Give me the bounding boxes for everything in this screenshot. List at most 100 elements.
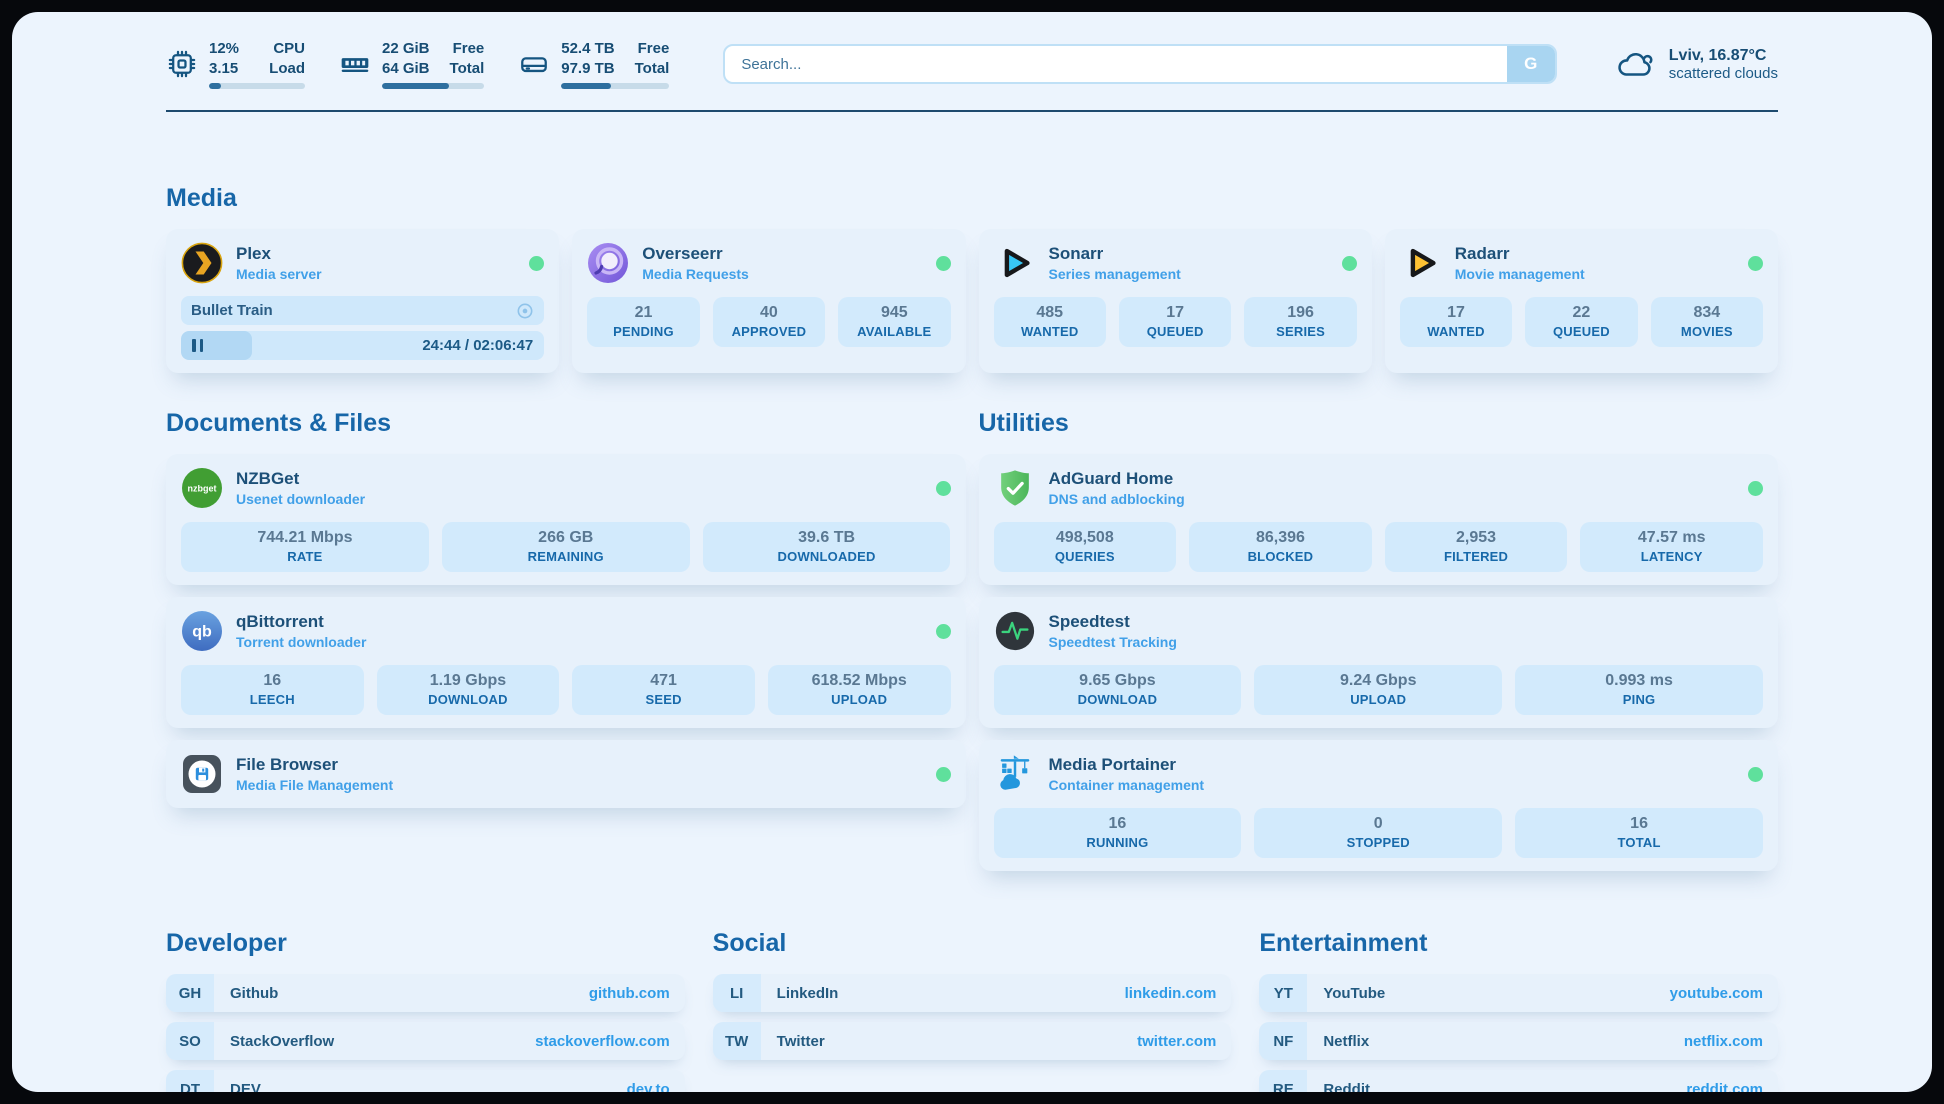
ram-free-value: 22 GiB xyxy=(382,40,430,57)
weather-widget: Lviv, 16.87°C scattered clouds xyxy=(1615,47,1778,82)
stat-label: WANTED xyxy=(1427,324,1485,339)
stat-chip: 21 PENDING xyxy=(587,297,700,347)
status-dot xyxy=(935,766,951,782)
service-card-qbittorrent[interactable]: qb qBittorrent Torrent downloader 16 LEE… xyxy=(166,597,966,728)
service-card-nzbget[interactable]: nzbget NZBGet Usenet downloader 744.21 M… xyxy=(166,454,966,585)
section-title-media: Media xyxy=(166,184,237,212)
cpu-percent-value: 12% xyxy=(209,40,240,57)
header-bar: 12% 3.15 CPU Load xyxy=(166,34,1778,94)
playback-progress-bar[interactable]: 24:44 / 02:06:47 xyxy=(181,331,545,360)
bookmark-twitter[interactable]: TW Twitter twitter.com xyxy=(712,1022,1232,1060)
stat-value: 618.52 Mbps xyxy=(811,672,907,689)
bookmark-url: reddit.com xyxy=(1686,1080,1763,1093)
bookmark-youtube[interactable]: YT YouTube youtube.com xyxy=(1259,974,1778,1012)
search-input[interactable] xyxy=(723,44,1557,84)
stat-label: QUEUED xyxy=(1146,324,1204,339)
system-stats: 12% 3.15 CPU Load xyxy=(166,39,670,89)
service-card-plex[interactable]: Plex Media server Bullet Train 24:44 / 0… xyxy=(166,229,560,373)
search-provider-button[interactable]: G xyxy=(1506,46,1555,82)
bookmark-stackoverflow[interactable]: SO StackOverflow stackoverflow.com xyxy=(166,1022,685,1060)
bookmark-github[interactable]: GH Github github.com xyxy=(166,974,685,1012)
stat-label: RUNNING xyxy=(1086,835,1149,850)
bookmark-group-entertainment: Entertainment YT YouTube youtube.com NF … xyxy=(1259,929,1778,1092)
cast-icon[interactable] xyxy=(516,302,534,320)
header-divider xyxy=(166,110,1778,112)
stat-value: 485 xyxy=(1036,304,1064,321)
stat-value: 2,953 xyxy=(1456,529,1497,546)
disk-stat-widget: 52.4 TB 97.9 TB Free Total xyxy=(518,39,670,89)
stat-chip: 86,396 BLOCKED xyxy=(1189,522,1372,572)
disk-free-label: Free xyxy=(637,40,670,57)
ram-icon xyxy=(341,58,369,72)
stat-label: SEED xyxy=(645,692,682,707)
service-card-radarr[interactable]: Radarr Movie management 17 WANTED 22 QUE… xyxy=(1384,229,1778,373)
bookmark-abbr: YT xyxy=(1259,974,1308,1012)
section-title-developer: Developer xyxy=(166,929,287,957)
stat-label: MOVIES xyxy=(1680,324,1733,339)
stat-chip: 40 APPROVED xyxy=(712,297,826,347)
stat-value: 834 xyxy=(1693,304,1721,321)
bookmark-abbr: LI xyxy=(712,974,761,1012)
cpu-load-label: Load xyxy=(269,59,305,77)
service-subtitle: DNS and adblocking xyxy=(1048,491,1185,507)
weather-location: Lviv, 16.87°C xyxy=(1668,46,1767,64)
section-title-utilities: Utilities xyxy=(978,409,1069,437)
bookmark-netflix[interactable]: NF Netflix netflix.com xyxy=(1259,1022,1778,1060)
stat-chip: 17 WANTED xyxy=(1399,297,1513,347)
ram-total-label: Total xyxy=(449,59,485,77)
stat-value: 471 xyxy=(650,672,677,689)
bookmark-url: youtube.com xyxy=(1669,984,1763,1002)
media-card-grid: Plex Media server Bullet Train 24:44 / 0… xyxy=(166,229,1778,373)
ram-total-value: 64 GiB xyxy=(382,59,430,77)
stat-label: APPROVED xyxy=(731,324,807,339)
cpu-progress-fill xyxy=(209,83,221,89)
stat-label: AVAILABLE xyxy=(857,324,932,339)
stat-value: 17 xyxy=(1447,304,1465,321)
cloud-icon xyxy=(1618,53,1653,76)
service-subtitle: Movie management xyxy=(1454,266,1585,282)
section-title-documents: Documents & Files xyxy=(166,409,392,437)
stat-label: TOTAL xyxy=(1617,835,1661,850)
stat-value: 16 xyxy=(263,672,282,689)
service-subtitle: Media File Management xyxy=(236,777,394,793)
bookmark-abbr: GH xyxy=(166,974,214,1012)
service-card-sonarr[interactable]: Sonarr Series management 485 WANTED 17 Q… xyxy=(978,229,1372,373)
service-name: File Browser xyxy=(236,755,339,774)
ram-progress-fill xyxy=(382,83,450,89)
stat-label: PING xyxy=(1622,692,1656,707)
stat-chip: 16 LEECH xyxy=(181,665,364,715)
stat-label: STOPPED xyxy=(1346,835,1410,850)
pause-icon[interactable] xyxy=(192,339,204,352)
status-dot xyxy=(935,623,951,639)
stat-label: SERIES xyxy=(1276,324,1325,339)
bookmark-reddit[interactable]: RE Reddit reddit.com xyxy=(1259,1070,1778,1092)
service-card-speedtest[interactable]: Speedtest Speedtest Tracking 9.65 Gbps D… xyxy=(978,597,1778,728)
cpu-icon xyxy=(168,50,196,78)
now-playing-widget: Bullet Train 24:44 / 02:06:47 xyxy=(181,296,545,360)
bookmark-abbr: TW xyxy=(712,1022,761,1060)
cpu-load-value: 3.15 xyxy=(209,59,239,77)
service-card-adguard[interactable]: AdGuard Home DNS and adblocking 498,508 … xyxy=(978,454,1778,585)
stat-label: REMAINING xyxy=(527,549,604,564)
service-card-portainer[interactable]: Media Portainer Container management 16 … xyxy=(978,740,1778,871)
service-subtitle: Torrent downloader xyxy=(236,634,367,650)
bookmark-name: DEV xyxy=(230,1080,261,1093)
stat-value: 1.19 Gbps xyxy=(429,672,507,689)
adguard-icon xyxy=(1000,470,1029,506)
stat-chip: 834 MOVIES xyxy=(1650,297,1764,347)
service-card-overseerr[interactable]: Overseerr Media Requests 21 PENDING 40 A… xyxy=(572,229,966,373)
status-dot xyxy=(1748,255,1763,271)
service-card-filebrowser[interactable]: File Browser Media File Management xyxy=(166,740,966,808)
bookmark-name: Twitter xyxy=(776,1032,825,1050)
bookmark-name: Github xyxy=(230,984,279,1002)
bookmark-linkedin[interactable]: LI LinkedIn linkedin.com xyxy=(712,974,1232,1012)
bookmark-dev[interactable]: DT DEV dev.to xyxy=(166,1070,685,1092)
utilities-column: Utilities AdGuard Home DNS and adblockin… xyxy=(978,409,1778,871)
plex-icon xyxy=(181,242,223,284)
dashboard-page: 12% 3.15 CPU Load xyxy=(12,12,1932,1092)
status-dot xyxy=(1748,480,1763,496)
stat-chip: 39.6 TB DOWNLOADED xyxy=(702,522,951,572)
weather-condition: scattered clouds xyxy=(1668,64,1778,82)
stat-chip: 485 WANTED xyxy=(993,297,1106,347)
sonarr-icon xyxy=(1004,248,1030,278)
